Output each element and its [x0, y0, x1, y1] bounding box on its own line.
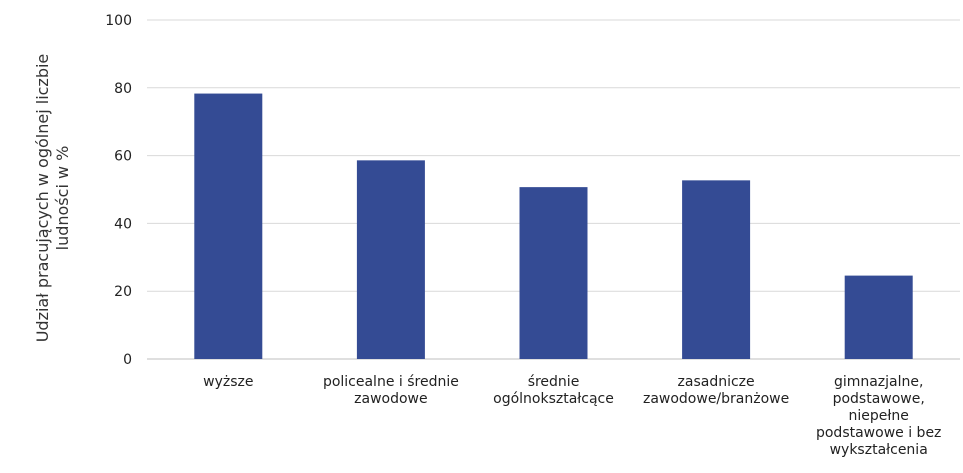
bar-2: [519, 187, 588, 359]
y-tick-label: 40: [114, 216, 132, 232]
y-tick-labels: 0 20 40 60 80 100: [105, 13, 132, 368]
category-label: wyższe: [203, 374, 253, 390]
category-label: gimnazjalne,: [834, 374, 924, 390]
category-label: zawodowe/branżowe: [643, 391, 789, 407]
bar-0: [194, 93, 263, 360]
category-label: średnie: [528, 374, 580, 390]
category-label: ogólnokształcące: [493, 391, 614, 407]
bars: [194, 93, 913, 360]
y-tick-label: 0: [123, 352, 132, 368]
category-label: zasadnicze: [678, 374, 755, 390]
y-axis-label: Udział pracujących w ogólnej liczbie lud…: [33, 54, 72, 343]
y-tick-label: 60: [114, 149, 132, 165]
category-label: policealne i średnie: [323, 374, 459, 390]
bar-1: [356, 160, 425, 359]
y-tick-label: 20: [114, 284, 132, 300]
bar-4: [844, 275, 913, 359]
category-label: wykształcenia: [830, 442, 928, 458]
category-label: podstawowe,: [833, 391, 925, 407]
y-axis-label-line-1: Udział pracujących w ogólnej liczbie: [33, 54, 52, 343]
y-tick-label: 100: [105, 13, 132, 29]
y-tick-label: 80: [114, 81, 132, 97]
bar-3: [682, 180, 751, 359]
y-axis-label-line-2: ludności w %: [53, 146, 72, 251]
category-label: zawodowe: [354, 391, 427, 407]
category-label: podstawowe i bez: [816, 425, 941, 441]
category-label: niepełne: [849, 408, 909, 424]
